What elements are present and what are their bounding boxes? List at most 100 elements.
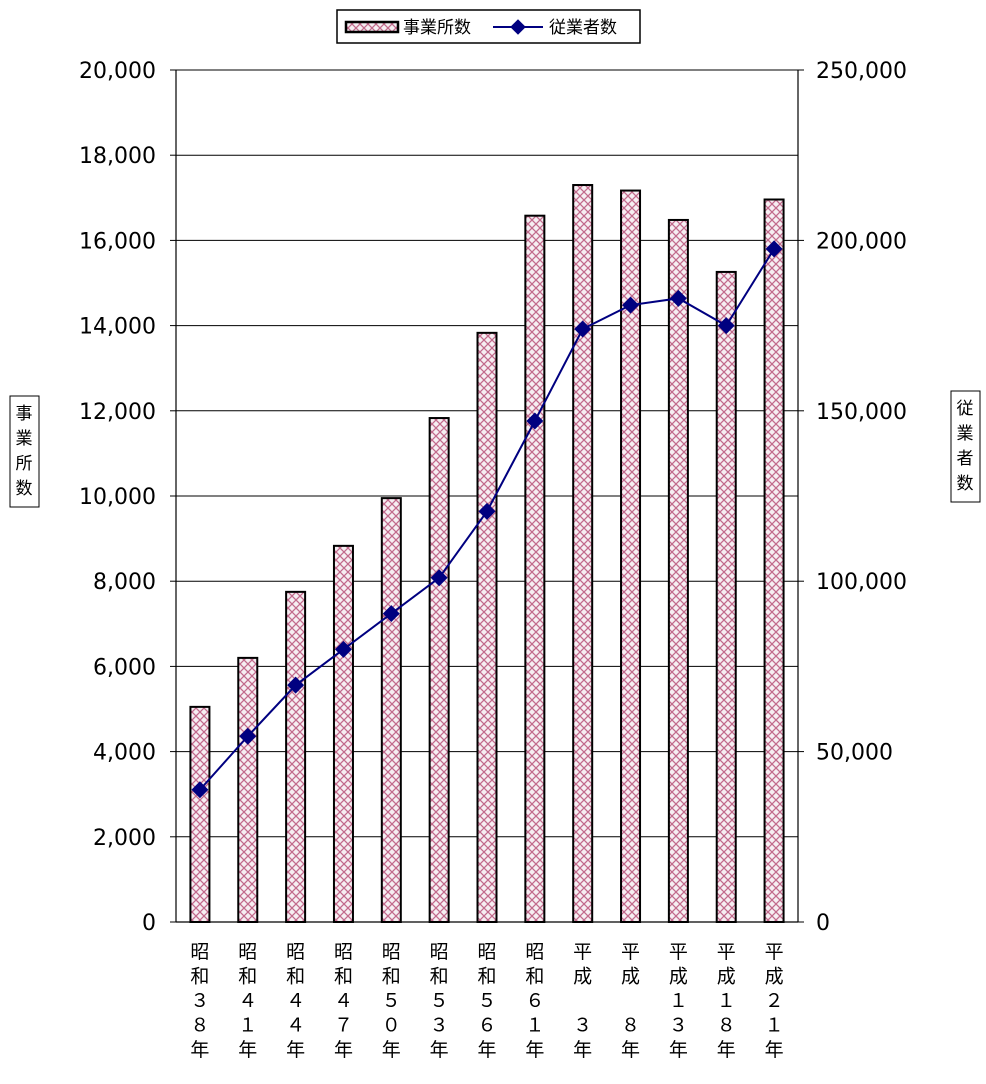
category-label-char: 昭	[334, 941, 353, 963]
category-label-char: ３	[190, 990, 209, 1012]
category-label-char: 年	[430, 1039, 449, 1061]
category-label-char: 昭	[190, 941, 209, 963]
category-label-char: 昭	[477, 941, 496, 963]
axis-title-char: 従	[957, 399, 974, 419]
right-tick-label: 250,000	[816, 59, 907, 84]
category-label-char: 昭	[286, 941, 305, 963]
legend-bar-label: 事業所数	[403, 18, 471, 38]
legend: 事業所数 従業者数	[336, 9, 641, 44]
right-axis-title-box	[950, 390, 981, 503]
category-label-char: 成	[717, 966, 736, 988]
bar	[572, 184, 594, 923]
axis-title-char: 数	[16, 479, 33, 499]
bar	[524, 214, 546, 923]
bar	[428, 417, 450, 923]
category-label-char: ５	[430, 990, 449, 1012]
category-label-char: 年	[765, 1039, 784, 1061]
category-label-char: 和	[477, 966, 496, 988]
line-marker	[622, 296, 640, 314]
category-label-char: 年	[525, 1039, 544, 1061]
category-label-char: 成	[621, 966, 640, 988]
left-tick-label: 6,000	[93, 655, 156, 680]
category-label-char: ６	[477, 1015, 496, 1037]
category-label-char: １	[669, 990, 688, 1012]
category-label-char: ５	[477, 990, 496, 1012]
left-axis-title-box	[9, 395, 40, 508]
category-label-char: ４	[334, 990, 353, 1012]
left-tick-label: 0	[142, 911, 156, 936]
right-axis-title-text: 従業者数	[957, 399, 974, 494]
category-label-char: ３	[573, 1015, 592, 1037]
right-tick-label: 100,000	[816, 570, 907, 595]
right-tick-label: 0	[816, 911, 830, 936]
category-label-char: 平	[669, 941, 688, 963]
line-marker	[382, 605, 400, 623]
category-label-char: ８	[717, 1015, 736, 1037]
category-label-char: 成	[669, 966, 688, 988]
category-label-char: 和	[525, 966, 544, 988]
category-label-char: １	[525, 1015, 544, 1037]
category-label-char: 平	[765, 941, 784, 963]
category-label-char: 和	[382, 966, 401, 988]
line-marker	[574, 320, 592, 338]
category-label-char: 年	[190, 1039, 209, 1061]
category-label-char: ７	[334, 1015, 353, 1037]
axis-title-char: 所	[16, 454, 33, 474]
category-label-char: ５	[382, 990, 401, 1012]
category-label-char: 年	[477, 1039, 496, 1061]
category-label-char: 年	[238, 1039, 257, 1061]
right-tick-label: 50,000	[816, 741, 893, 766]
category-label-char: 年	[717, 1039, 736, 1061]
bar	[285, 590, 307, 923]
line-marker	[478, 502, 496, 520]
category-label-char: 昭	[238, 941, 257, 963]
category-label-char: 平	[621, 941, 640, 963]
category-label-char: 年	[334, 1039, 353, 1061]
line-marker	[669, 289, 687, 307]
category-label-char: 年	[382, 1039, 401, 1061]
left-tick-label: 8,000	[93, 570, 156, 595]
category-label-char: 平	[573, 941, 592, 963]
category-label-char: １	[717, 990, 736, 1012]
legend-line-label: 従業者数	[549, 18, 617, 38]
line-marker	[239, 727, 257, 745]
right-tick-label: 150,000	[816, 400, 907, 425]
axis-title-char: 業	[957, 424, 974, 444]
right-tick-label: 200,000	[816, 229, 907, 254]
category-label-char: 成	[765, 966, 784, 988]
category-label-char: ０	[382, 1015, 401, 1037]
bars	[189, 184, 785, 924]
axis-title-char: 業	[16, 429, 33, 449]
left-tick-label: 2,000	[93, 826, 156, 851]
category-label-char: ４	[238, 990, 257, 1012]
category-label-char: ３	[430, 1015, 449, 1037]
left-tick-label: 16,000	[79, 229, 156, 254]
category-label-char: 昭	[525, 941, 544, 963]
line-marker	[717, 317, 735, 335]
tick-labels: 0 2,000 4,000 6,000 8,000 10,000 12,000 14,000 1…	[79, 59, 907, 936]
bar	[380, 497, 402, 923]
category-label-char: 年	[286, 1039, 305, 1061]
left-tick-label: 18,000	[79, 144, 156, 169]
bar	[189, 705, 211, 923]
bar	[332, 544, 354, 923]
category-label-char: ８	[621, 1015, 640, 1037]
left-tick-label: 4,000	[93, 741, 156, 766]
line-marker	[191, 781, 209, 799]
left-tick-label: 20,000	[79, 59, 156, 84]
left-axis-title: 事業所数	[9, 395, 40, 508]
bar	[763, 198, 785, 923]
bar	[237, 656, 259, 923]
category-label-char: 昭	[382, 941, 401, 963]
axis-title-char: 事	[16, 404, 33, 424]
bar	[715, 270, 737, 923]
line-marker	[765, 240, 783, 258]
line-marker	[430, 569, 448, 587]
category-label-char: １	[765, 1015, 784, 1037]
category-label-char: 成	[573, 966, 592, 988]
category-label-char: 和	[430, 966, 449, 988]
category-label-char: ２	[765, 990, 784, 1012]
line-marker	[334, 640, 352, 658]
left-tick-label: 10,000	[79, 485, 156, 510]
